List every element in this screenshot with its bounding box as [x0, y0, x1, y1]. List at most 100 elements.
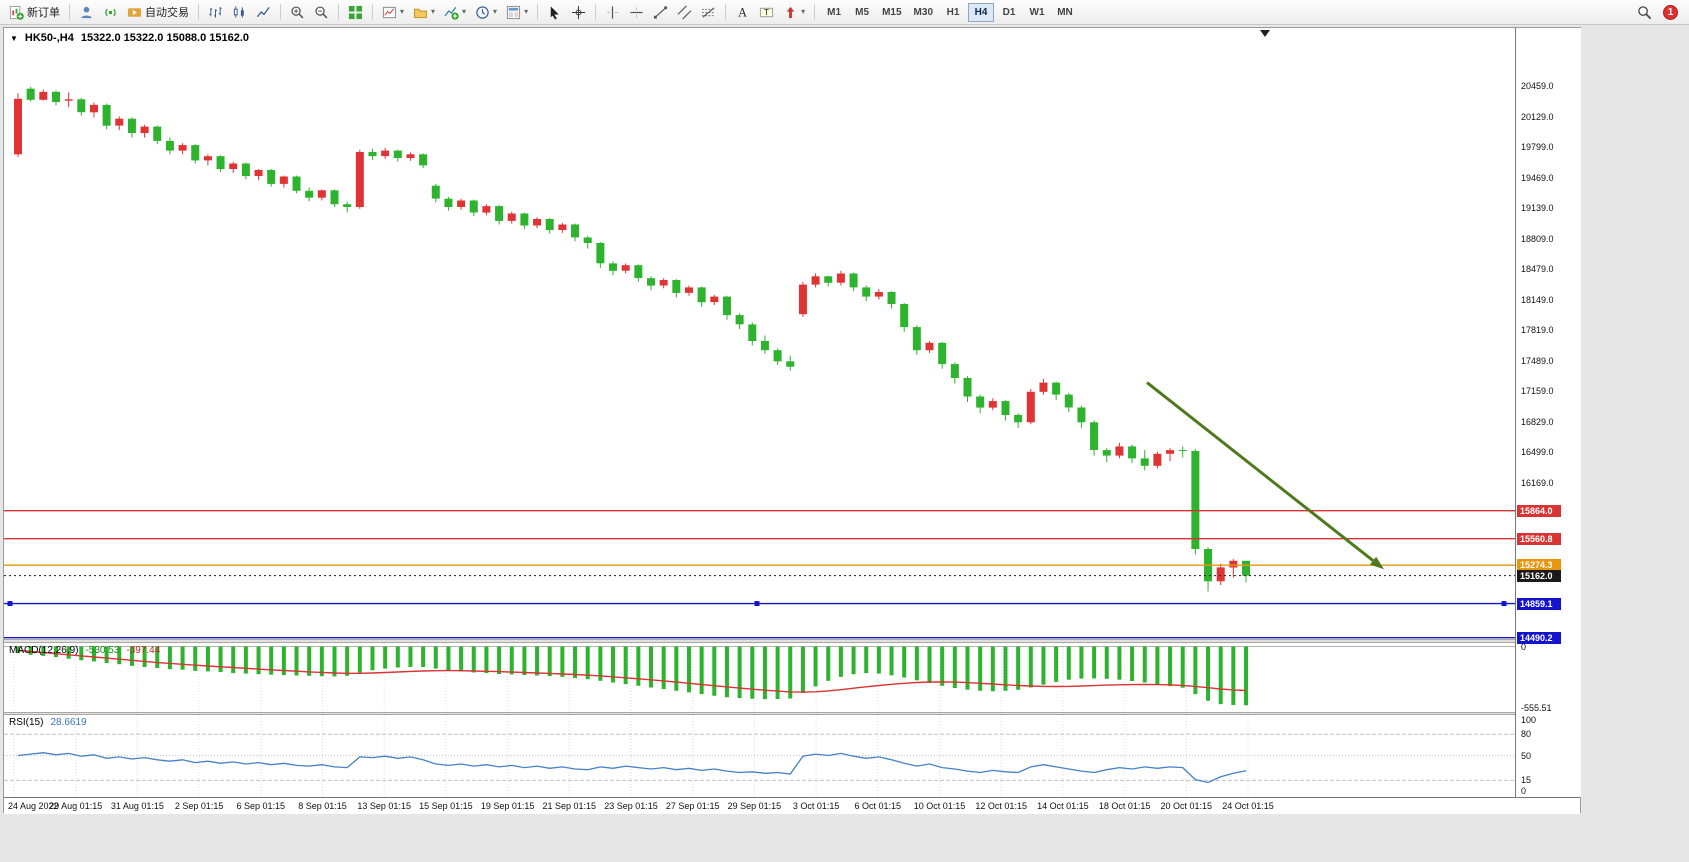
candle[interactable] [672, 279, 681, 298]
autotrading-button[interactable]: 自动交易 [123, 2, 193, 23]
candle[interactable] [1001, 400, 1010, 421]
candle[interactable] [533, 217, 542, 229]
text-label-button[interactable]: T [755, 2, 778, 23]
candle[interactable] [64, 92, 73, 108]
timeframe-m1[interactable]: M1 [821, 3, 847, 22]
candle[interactable] [140, 124, 149, 138]
candle[interactable] [976, 394, 985, 414]
candle[interactable] [1178, 446, 1187, 458]
candle[interactable] [634, 264, 643, 282]
candle[interactable] [241, 162, 250, 180]
timeframe-m15[interactable]: M15 [877, 3, 906, 22]
candle[interactable] [26, 86, 35, 102]
price-chart-canvas[interactable] [4, 28, 1515, 639]
candle[interactable] [938, 341, 947, 369]
trend-arrow[interactable] [1146, 381, 1384, 570]
new-chart-button[interactable]: ▾ [378, 2, 408, 23]
timeframe-w1[interactable]: W1 [1024, 3, 1050, 22]
candle[interactable] [469, 199, 478, 217]
candle[interactable] [1014, 413, 1023, 428]
candle[interactable] [153, 125, 162, 145]
candle[interactable] [229, 161, 238, 173]
timeframe-h4[interactable]: H4 [968, 3, 994, 22]
candle[interactable] [583, 235, 592, 249]
candle[interactable] [419, 153, 428, 169]
candle[interactable] [1216, 563, 1225, 585]
templates-button[interactable]: ▾ [502, 2, 532, 23]
candle[interactable] [862, 285, 871, 302]
candle[interactable] [254, 169, 263, 181]
timeframe-m30[interactable]: M30 [909, 3, 938, 22]
candle[interactable] [912, 325, 921, 355]
candle[interactable] [115, 116, 124, 131]
chart-menu-caret[interactable]: ▼ [10, 33, 18, 43]
candle[interactable] [39, 89, 48, 101]
candle[interactable] [393, 149, 402, 162]
cursor-button[interactable] [543, 2, 566, 23]
time-axis[interactable]: 24 Aug 2022 29 Aug 01:15 31 Aug 01:15 2 Sep… [4, 797, 1580, 814]
candle[interactable] [381, 147, 390, 159]
candle[interactable] [950, 362, 959, 384]
hline-14859.1[interactable] [4, 601, 1515, 607]
line-chart-button[interactable] [252, 2, 275, 23]
candle[interactable] [925, 341, 934, 353]
line-handle[interactable] [1501, 601, 1507, 607]
periods-button[interactable]: ▾ [471, 2, 501, 23]
candle[interactable] [1052, 381, 1061, 401]
candle[interactable] [89, 102, 98, 118]
candle[interactable] [77, 97, 86, 116]
candle[interactable] [178, 143, 187, 155]
candle[interactable] [1077, 405, 1086, 428]
line-handle[interactable] [754, 601, 760, 607]
fibonacci-button[interactable] [697, 2, 720, 23]
timeframe-d1[interactable]: D1 [996, 3, 1022, 22]
candle[interactable] [849, 272, 858, 292]
candle[interactable] [773, 348, 782, 365]
candle[interactable] [368, 148, 377, 160]
pane-splitter[interactable] [4, 639, 1580, 643]
candle[interactable] [697, 286, 706, 307]
candle[interactable] [571, 223, 580, 242]
price-axis[interactable]: 20459.0 20129.0 19799.0 19469.0 19139.0 18809… [1515, 28, 1581, 797]
candle[interactable] [495, 205, 504, 225]
tile-windows-button[interactable] [344, 2, 367, 23]
candle[interactable] [748, 322, 757, 346]
candle[interactable] [444, 196, 453, 211]
profile-button[interactable] [75, 2, 98, 23]
horizontal-line-button[interactable] [625, 2, 648, 23]
arrows-button[interactable]: ▾ [779, 2, 809, 23]
candlestick-chart-button[interactable] [228, 2, 251, 23]
candle[interactable] [507, 211, 516, 224]
candle[interactable] [127, 117, 136, 138]
candle[interactable] [343, 201, 352, 213]
candle[interactable] [102, 103, 111, 130]
candle[interactable] [1064, 392, 1073, 413]
candle[interactable] [988, 398, 997, 411]
candle[interactable] [596, 242, 605, 268]
vertical-line-button[interactable] [601, 2, 624, 23]
new-order-button[interactable]: 新订单 [5, 2, 64, 23]
candle[interactable] [317, 189, 326, 201]
notification-badge[interactable]: 1 [1663, 4, 1678, 20]
candle[interactable] [545, 218, 554, 234]
search-button[interactable] [1633, 2, 1656, 23]
line-handle[interactable] [7, 601, 13, 607]
candle[interactable] [292, 175, 301, 194]
chart-shift-marker[interactable] [1260, 30, 1270, 37]
rsi-pane[interactable]: RSI(15) 28.6619 [4, 715, 1515, 797]
candle[interactable] [684, 285, 693, 296]
bar-chart-button[interactable] [204, 2, 227, 23]
candle[interactable] [520, 212, 529, 230]
candle[interactable] [1153, 451, 1162, 469]
signals-button[interactable] [99, 2, 122, 23]
price-chart-pane[interactable]: ▼ HK50-,H4 15322.0 15322.0 15088.0 15162… [4, 28, 1515, 639]
candle[interactable] [1039, 378, 1048, 395]
candle[interactable] [900, 303, 909, 332]
candle[interactable] [786, 355, 795, 371]
candle[interactable] [1229, 559, 1238, 578]
candle[interactable] [51, 90, 60, 106]
candle[interactable] [267, 169, 276, 187]
crosshair-button[interactable] [567, 2, 590, 23]
candle[interactable] [1242, 560, 1251, 583]
candle[interactable] [558, 222, 567, 233]
